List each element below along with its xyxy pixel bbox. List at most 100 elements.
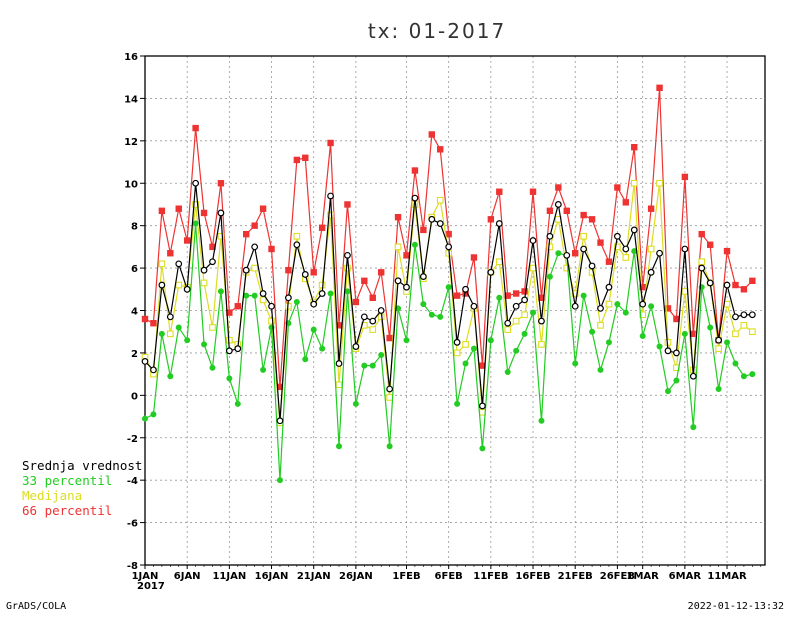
data-point bbox=[428, 131, 436, 138]
data-point bbox=[386, 334, 393, 342]
data-point bbox=[622, 254, 630, 261]
data-point bbox=[538, 341, 545, 348]
y-tick-label: 2 bbox=[131, 349, 138, 360]
data-point bbox=[555, 184, 562, 191]
data-point bbox=[588, 216, 596, 223]
data-point bbox=[268, 245, 275, 253]
data-point bbox=[175, 281, 183, 289]
series-33-percentil bbox=[141, 220, 756, 484]
data-point bbox=[630, 226, 638, 234]
data-point bbox=[647, 245, 655, 253]
x-tick-label: 16FEB bbox=[515, 571, 550, 582]
data-point bbox=[555, 250, 562, 257]
data-point bbox=[698, 264, 706, 272]
data-point bbox=[504, 369, 511, 376]
data-point bbox=[175, 260, 183, 268]
data-point bbox=[656, 343, 663, 350]
data-point bbox=[386, 385, 394, 393]
data-point bbox=[166, 313, 174, 321]
data-point bbox=[479, 408, 486, 416]
data-point bbox=[276, 477, 283, 484]
data-point bbox=[318, 290, 326, 297]
data-point bbox=[403, 283, 410, 291]
data-point bbox=[141, 358, 149, 365]
data-point bbox=[336, 443, 343, 450]
y-tick-label: -6 bbox=[127, 519, 138, 530]
data-point bbox=[521, 311, 528, 319]
data-point bbox=[394, 277, 402, 285]
data-point bbox=[386, 394, 393, 401]
data-point bbox=[251, 243, 259, 251]
data-point bbox=[597, 321, 604, 329]
data-point bbox=[141, 415, 148, 422]
data-point bbox=[706, 241, 714, 248]
data-point bbox=[681, 173, 689, 181]
data-point bbox=[732, 313, 739, 321]
data-point bbox=[605, 300, 613, 308]
data-point bbox=[386, 443, 393, 450]
data-point bbox=[184, 337, 191, 344]
data-point bbox=[588, 262, 596, 270]
data-point bbox=[436, 196, 444, 204]
y-tick-label: -4 bbox=[127, 476, 138, 487]
data-point bbox=[217, 209, 225, 217]
data-point bbox=[344, 251, 351, 259]
y-tick-label: 8 bbox=[131, 222, 138, 233]
data-point bbox=[335, 360, 343, 367]
data-point bbox=[512, 317, 520, 325]
data-point bbox=[369, 362, 376, 369]
data-point bbox=[546, 273, 553, 280]
data-point bbox=[597, 304, 604, 312]
data-point bbox=[462, 360, 469, 367]
data-point bbox=[420, 301, 427, 308]
data-point bbox=[715, 345, 722, 353]
data-point bbox=[327, 290, 334, 297]
data-point bbox=[344, 288, 351, 295]
data-point bbox=[546, 243, 554, 251]
data-point bbox=[715, 336, 723, 344]
data-point bbox=[538, 317, 545, 325]
data-point bbox=[546, 232, 554, 240]
data-point bbox=[748, 311, 756, 319]
data-point bbox=[319, 345, 326, 352]
data-point bbox=[614, 243, 621, 251]
data-point bbox=[521, 330, 528, 337]
x-tick-label: 26FEB bbox=[600, 571, 635, 582]
data-point bbox=[243, 292, 250, 299]
data-point bbox=[656, 84, 663, 92]
data-point bbox=[479, 445, 486, 452]
data-point bbox=[310, 269, 317, 276]
data-point bbox=[378, 352, 385, 359]
data-point bbox=[689, 372, 697, 380]
x-tick-label: 1JAN bbox=[132, 571, 159, 582]
data-point bbox=[285, 267, 292, 274]
data-point bbox=[664, 388, 671, 395]
y-tick-label: 4 bbox=[131, 307, 138, 318]
data-point bbox=[436, 220, 444, 227]
data-point bbox=[589, 328, 596, 335]
data-point bbox=[394, 243, 402, 251]
data-point bbox=[740, 311, 748, 319]
x-tick-label: 11JAN bbox=[212, 571, 246, 582]
data-point bbox=[681, 288, 689, 295]
data-point bbox=[622, 309, 629, 316]
data-point bbox=[234, 400, 241, 407]
data-point bbox=[403, 337, 410, 344]
x-tick-label: 11FEB bbox=[473, 571, 508, 582]
data-point bbox=[690, 330, 697, 338]
data-point bbox=[495, 220, 503, 227]
x-tick-year-label: 2017 bbox=[137, 581, 165, 592]
data-point bbox=[571, 302, 579, 310]
legend-srednja-vrednost: Srednja vrednost bbox=[22, 458, 143, 473]
data-point bbox=[512, 290, 520, 297]
y-tick-label: -8 bbox=[127, 561, 138, 572]
series-66-percentil bbox=[141, 84, 756, 391]
data-point bbox=[428, 215, 436, 223]
data-point bbox=[251, 222, 258, 229]
data-point bbox=[369, 317, 377, 325]
data-point bbox=[495, 258, 503, 266]
data-point bbox=[310, 300, 318, 308]
series-srednja-vrednost bbox=[141, 179, 756, 425]
data-point bbox=[462, 285, 469, 293]
